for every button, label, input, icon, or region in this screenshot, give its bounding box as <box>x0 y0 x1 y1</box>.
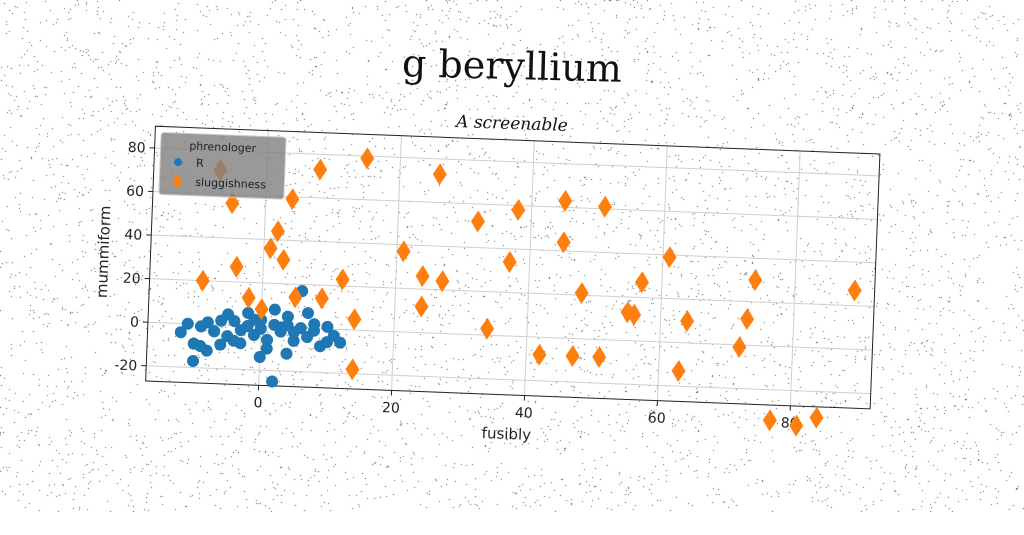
x-grid-line <box>657 146 667 401</box>
data-point <box>345 358 360 381</box>
data-point <box>187 355 199 367</box>
data-point <box>635 271 650 294</box>
data-point <box>269 303 281 315</box>
data-point <box>598 195 613 218</box>
data-point <box>480 317 495 340</box>
x-tick-label: 40 <box>515 405 533 422</box>
data-point <box>276 249 291 272</box>
data-point <box>809 406 824 429</box>
data-point <box>241 286 256 309</box>
data-point <box>502 251 517 274</box>
data-point <box>671 360 686 383</box>
y-tick-label: 0 <box>130 315 140 331</box>
data-point <box>574 282 589 305</box>
data-point <box>592 346 607 369</box>
y-grid-line <box>150 279 874 307</box>
x-axis-label: fusibly <box>481 424 531 444</box>
data-point <box>195 269 210 292</box>
data-point <box>360 147 375 170</box>
data-point <box>335 268 350 291</box>
x-grid-line <box>790 151 800 406</box>
y-grid-line <box>146 366 870 394</box>
legend-label: R <box>196 157 204 170</box>
x-tick-label: 0 <box>253 395 263 411</box>
data-point <box>558 190 573 213</box>
data-point <box>740 308 755 331</box>
x-tick-label: 60 <box>648 410 666 427</box>
legend-label: sluggishness <box>195 176 266 192</box>
y-tick-label: -20 <box>114 358 137 375</box>
data-point <box>280 347 292 359</box>
data-point <box>511 199 526 222</box>
data-point <box>302 307 314 319</box>
data-point <box>414 295 429 318</box>
x-tick-label: 20 <box>382 400 400 417</box>
data-point <box>314 287 329 310</box>
data-point <box>847 279 862 302</box>
y-tick-label: 40 <box>124 227 142 244</box>
data-point <box>270 220 285 243</box>
data-point <box>285 188 300 211</box>
data-point <box>565 345 580 368</box>
data-point <box>532 343 547 366</box>
data-point <box>415 265 430 288</box>
data-point <box>662 246 677 269</box>
data-point <box>396 240 411 263</box>
data-point <box>347 308 362 331</box>
y-axis-ticks: -20 0 20 40 60 80 <box>114 140 155 375</box>
data-point <box>432 163 447 186</box>
data-point <box>762 409 777 432</box>
y-tick-label: 20 <box>122 271 140 288</box>
data-point <box>680 310 695 333</box>
data-point <box>732 336 747 359</box>
data-point <box>229 255 244 278</box>
y-tick-label: 80 <box>127 140 145 157</box>
data-point <box>435 270 450 293</box>
data-point <box>748 269 763 292</box>
x-grid-line <box>525 141 535 396</box>
data-point <box>313 158 328 181</box>
y-axis-label: mummiform <box>93 205 115 298</box>
legend-title: phrenologer <box>189 140 257 156</box>
x-grid-line <box>392 136 402 391</box>
data-point <box>471 210 486 233</box>
data-point <box>556 231 571 254</box>
y-tick-label: 60 <box>126 184 144 201</box>
data-point <box>263 237 278 260</box>
